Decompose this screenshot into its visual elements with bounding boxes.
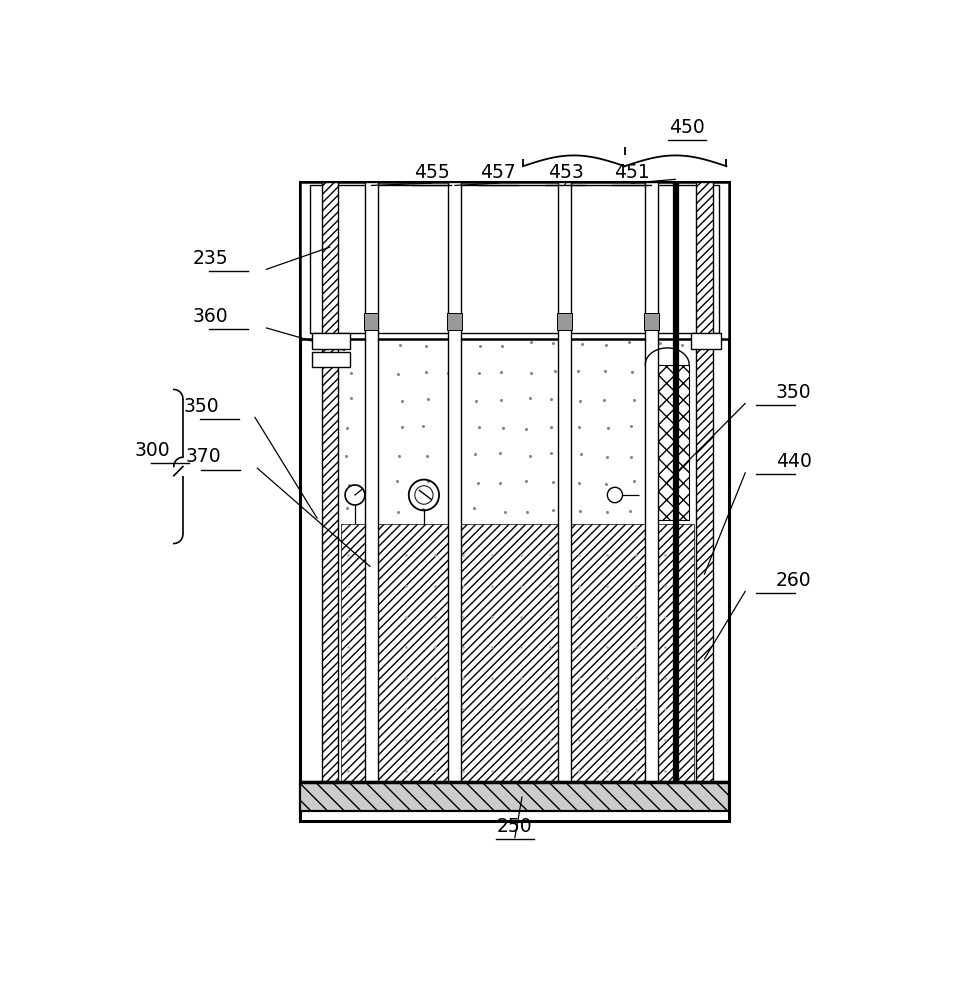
- Text: 457: 457: [480, 163, 516, 182]
- Bar: [310, 185, 718, 333]
- Bar: [557, 313, 572, 330]
- Text: 440: 440: [775, 452, 811, 471]
- Bar: [312, 352, 350, 367]
- Bar: [312, 333, 350, 349]
- Bar: [645, 182, 658, 784]
- Bar: [321, 182, 338, 782]
- Text: 450: 450: [668, 118, 704, 137]
- Bar: [300, 782, 728, 811]
- Text: 300: 300: [134, 441, 170, 460]
- Bar: [300, 182, 728, 821]
- Bar: [558, 182, 571, 784]
- Bar: [690, 333, 720, 349]
- Text: 455: 455: [413, 163, 448, 182]
- Bar: [300, 782, 728, 811]
- Text: 250: 250: [496, 817, 532, 836]
- Bar: [364, 182, 377, 784]
- Bar: [447, 182, 460, 784]
- Bar: [644, 313, 658, 330]
- Bar: [645, 365, 689, 520]
- Bar: [340, 339, 693, 524]
- Bar: [696, 182, 712, 782]
- Text: 453: 453: [547, 163, 583, 182]
- Text: 360: 360: [192, 307, 229, 326]
- Bar: [321, 182, 338, 782]
- Bar: [446, 313, 461, 330]
- Text: 235: 235: [192, 249, 229, 268]
- Bar: [644, 313, 658, 330]
- Text: 451: 451: [614, 163, 649, 182]
- Text: 260: 260: [775, 571, 810, 590]
- Bar: [363, 313, 378, 330]
- Bar: [696, 182, 712, 782]
- Bar: [557, 313, 572, 330]
- Bar: [300, 182, 728, 339]
- Text: 350: 350: [775, 383, 810, 402]
- Bar: [446, 313, 461, 330]
- Bar: [340, 524, 693, 782]
- Bar: [363, 313, 378, 330]
- Text: 370: 370: [185, 448, 221, 466]
- Text: 350: 350: [184, 397, 219, 416]
